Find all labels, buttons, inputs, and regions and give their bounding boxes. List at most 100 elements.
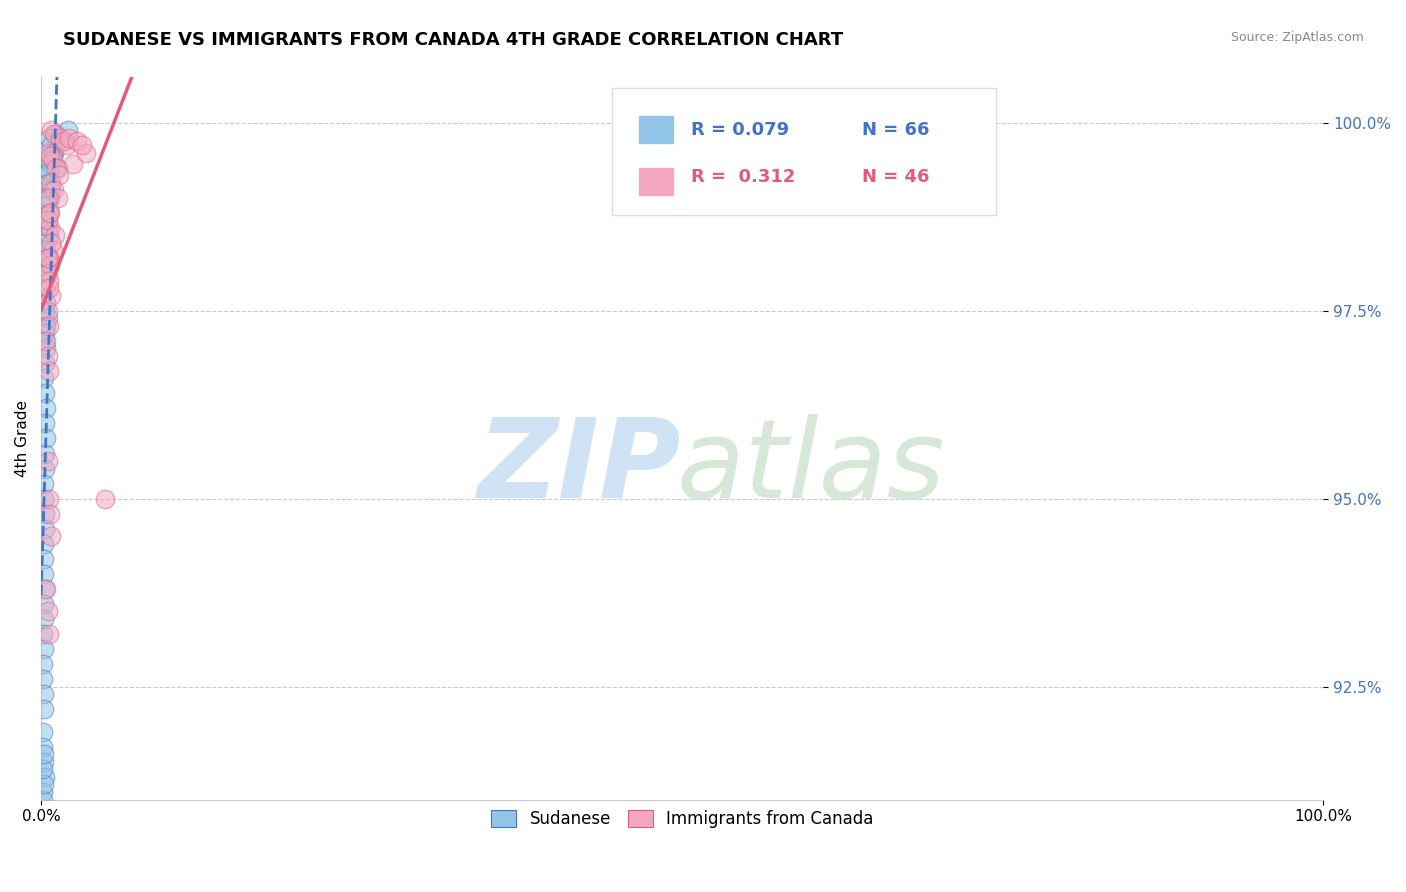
Point — [32, 763, 55, 777]
Point — [32, 755, 55, 769]
Point — [34, 334, 56, 348]
Point — [32, 491, 55, 506]
Text: N = 46: N = 46 — [862, 168, 929, 186]
FancyBboxPatch shape — [638, 169, 673, 195]
Point — [34, 281, 56, 295]
Point — [34, 356, 56, 370]
Point — [42, 127, 65, 141]
Point — [34, 326, 56, 341]
Point — [39, 149, 62, 163]
Point — [44, 228, 66, 243]
Point — [41, 123, 63, 137]
Point — [32, 642, 55, 657]
Point — [35, 266, 58, 280]
Point — [37, 303, 59, 318]
Point — [35, 213, 58, 227]
Point — [32, 597, 55, 611]
Point — [38, 206, 60, 220]
Point — [46, 161, 69, 175]
Point — [38, 206, 60, 220]
Point — [35, 432, 58, 446]
Point — [38, 318, 60, 333]
Point — [41, 288, 63, 302]
Point — [41, 183, 63, 197]
Text: N = 66: N = 66 — [862, 121, 929, 139]
Point — [32, 747, 55, 762]
Legend: Sudanese, Immigrants from Canada: Sudanese, Immigrants from Canada — [485, 803, 880, 835]
Point — [32, 657, 55, 672]
Point — [39, 206, 62, 220]
FancyBboxPatch shape — [612, 88, 997, 215]
Point — [46, 191, 69, 205]
Point — [34, 582, 56, 596]
Point — [94, 491, 117, 506]
Point — [32, 739, 55, 754]
Point — [35, 244, 58, 258]
Point — [38, 627, 60, 641]
Point — [37, 605, 59, 619]
Point — [32, 792, 55, 806]
Point — [38, 273, 60, 287]
Text: SUDANESE VS IMMIGRANTS FROM CANADA 4TH GRADE CORRELATION CHART: SUDANESE VS IMMIGRANTS FROM CANADA 4TH G… — [63, 31, 844, 49]
Point — [41, 153, 63, 168]
Point — [34, 386, 56, 401]
Point — [38, 491, 60, 506]
Point — [32, 672, 55, 686]
Point — [48, 168, 70, 182]
Point — [39, 220, 62, 235]
Point — [37, 251, 59, 265]
Point — [32, 785, 55, 799]
Point — [37, 349, 59, 363]
Y-axis label: 4th Grade: 4th Grade — [15, 400, 30, 477]
Point — [41, 176, 63, 190]
Point — [34, 303, 56, 318]
Point — [35, 341, 58, 355]
Point — [35, 334, 58, 348]
Point — [37, 176, 59, 190]
Point — [56, 123, 79, 137]
Point — [37, 220, 59, 235]
Point — [32, 687, 55, 701]
Point — [38, 364, 60, 378]
Point — [34, 770, 56, 784]
FancyBboxPatch shape — [638, 117, 673, 143]
Point — [38, 281, 60, 295]
Point — [32, 612, 55, 626]
Point — [35, 582, 58, 596]
Point — [42, 183, 65, 197]
Point — [41, 529, 63, 543]
Point — [41, 235, 63, 250]
Point — [42, 145, 65, 160]
Point — [37, 191, 59, 205]
Point — [34, 446, 56, 460]
Point — [41, 244, 63, 258]
Point — [37, 251, 59, 265]
Point — [38, 130, 60, 145]
Point — [38, 145, 60, 160]
Point — [32, 724, 55, 739]
Point — [62, 157, 84, 171]
Point — [41, 149, 63, 163]
Text: Source: ZipAtlas.com: Source: ZipAtlas.com — [1230, 31, 1364, 45]
Point — [34, 522, 56, 536]
Point — [37, 213, 59, 227]
Point — [32, 702, 55, 716]
Point — [34, 507, 56, 521]
Point — [39, 157, 62, 171]
Point — [37, 153, 59, 168]
Point — [35, 401, 58, 416]
Point — [39, 507, 62, 521]
Point — [38, 251, 60, 265]
Point — [32, 627, 55, 641]
Point — [41, 138, 63, 153]
Point — [35, 296, 58, 310]
Point — [37, 198, 59, 212]
Point — [55, 138, 77, 153]
Point — [32, 476, 55, 491]
Point — [70, 138, 93, 153]
Point — [39, 191, 62, 205]
Point — [37, 266, 59, 280]
Point — [49, 134, 72, 148]
Point — [34, 417, 56, 431]
Point — [32, 551, 55, 566]
